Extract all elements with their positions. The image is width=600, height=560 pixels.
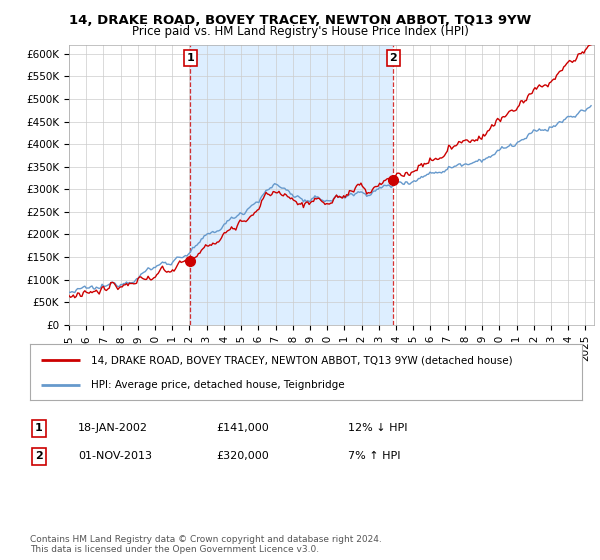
Bar (190, 45, 393, 325)
Text: 14, DRAKE ROAD, BOVEY TRACEY, NEWTON ABBOT, TQ13 9YW: 14, DRAKE ROAD, BOVEY TRACEY, NEWTON ABB… (69, 14, 531, 27)
Text: HPI: Average price, detached house, Teignbridge: HPI: Average price, detached house, Teig… (91, 380, 344, 390)
Text: £320,000: £320,000 (216, 451, 269, 461)
Text: 14, DRAKE ROAD, BOVEY TRACEY, NEWTON ABBOT, TQ13 9YW (detached house): 14, DRAKE ROAD, BOVEY TRACEY, NEWTON ABB… (91, 355, 512, 365)
Text: Contains HM Land Registry data © Crown copyright and database right 2024.
This d: Contains HM Land Registry data © Crown c… (30, 535, 382, 554)
Text: 7% ↑ HPI: 7% ↑ HPI (348, 451, 401, 461)
Text: 18-JAN-2002: 18-JAN-2002 (78, 423, 148, 433)
Text: 1: 1 (187, 53, 194, 63)
Text: 12% ↓ HPI: 12% ↓ HPI (348, 423, 407, 433)
Text: £141,000: £141,000 (216, 423, 269, 433)
Text: 2: 2 (35, 451, 43, 461)
Text: Price paid vs. HM Land Registry's House Price Index (HPI): Price paid vs. HM Land Registry's House … (131, 25, 469, 38)
Text: 1: 1 (35, 423, 43, 433)
Text: 2: 2 (389, 53, 397, 63)
Text: 01-NOV-2013: 01-NOV-2013 (78, 451, 152, 461)
